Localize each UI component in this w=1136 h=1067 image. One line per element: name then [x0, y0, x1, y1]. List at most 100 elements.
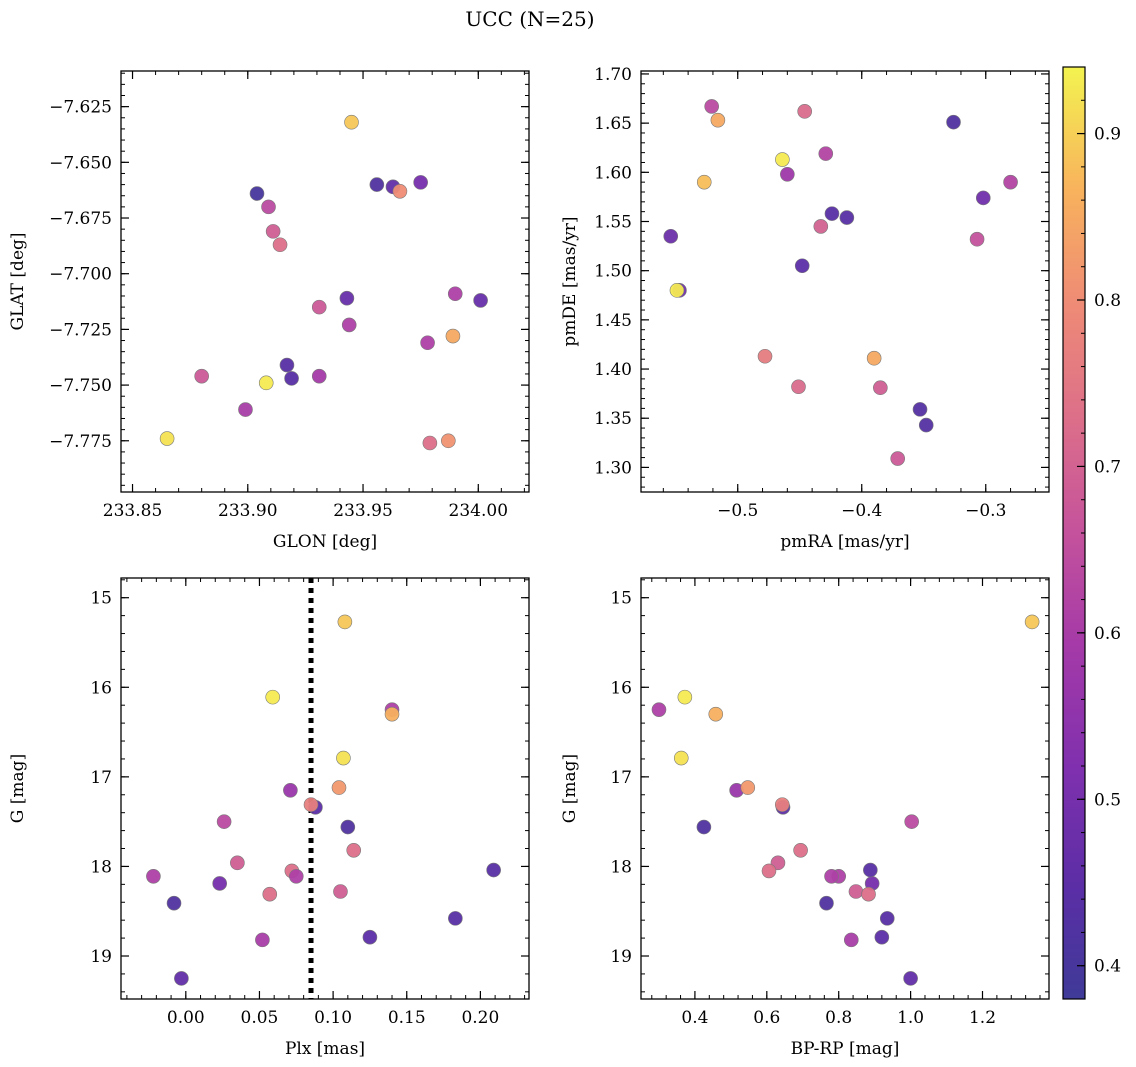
axes-frame — [120, 577, 530, 1000]
y-tick-label: 1.55 — [594, 212, 632, 232]
scatter-point — [824, 868, 839, 884]
scatter-point — [740, 780, 756, 795]
figure-title: UCC (N=25) — [465, 7, 594, 31]
scatter-point — [946, 114, 961, 130]
scatter-point — [283, 782, 298, 798]
x-tick-label: 0.8 — [825, 1008, 852, 1028]
y-tick-label: 19 — [90, 947, 112, 967]
scatter-point — [890, 451, 906, 466]
scatter-point — [912, 402, 928, 417]
scatter-point — [486, 862, 501, 878]
colorbar-tick-label: 0.5 — [1094, 790, 1121, 810]
x-axis-label: GLON [deg] — [273, 532, 377, 552]
scatter-point — [288, 868, 304, 884]
y-tick-label: 16 — [90, 678, 112, 698]
scatter-point — [839, 210, 855, 225]
scatter-point — [651, 702, 667, 717]
y-tick-label: 1.70 — [594, 65, 632, 85]
scatter-point — [340, 819, 356, 835]
scatter-point — [194, 368, 209, 384]
y-tick-label: 15 — [610, 589, 632, 609]
scatter-point — [258, 375, 274, 391]
scatter-point — [333, 884, 348, 899]
scatter-point — [341, 317, 357, 333]
panel-pmra-pmde: −0.5 −0.4 −0.3 1.30 1.35 1.40 1.45 1.50 1.55 1.60… — [560, 65, 1050, 552]
scatter-point — [879, 911, 895, 926]
scatter-point — [969, 231, 985, 247]
colorbar-tick-label: 0.7 — [1094, 457, 1121, 477]
x-tick-label: 233.95 — [333, 501, 392, 521]
scatter-point — [331, 780, 347, 795]
scatter-point — [1024, 614, 1040, 630]
y-tick-label: −7.750 — [49, 376, 112, 396]
scatter-point — [159, 431, 175, 446]
scatter-point — [311, 368, 327, 384]
y-tick-label: 19 — [610, 947, 632, 967]
panel-plx-g: 0.00 0.05 0.10 0.15 0.20 15 16 17 18 19 Plx [mas] G… — [8, 577, 530, 1059]
panel-glon-glat: 233.85 233.90 233.95 234.00 −7.625 −7.650 −7.6… — [8, 70, 530, 552]
scatter-point — [848, 884, 864, 899]
scatter-point — [265, 689, 281, 705]
y-tick-label: −7.650 — [49, 153, 112, 173]
scatter-point — [262, 886, 278, 902]
scatter-point — [362, 929, 378, 945]
scatter-point — [819, 895, 834, 911]
x-axis-label: pmRA [mas/yr] — [780, 532, 909, 552]
scatter-point — [757, 348, 773, 364]
y-tick-label: 16 — [610, 678, 632, 698]
colorbar-tick-label: 0.8 — [1094, 291, 1121, 311]
x-axis-label: Plx [mas] — [285, 1039, 365, 1059]
x-tick-label: 0.05 — [241, 1008, 279, 1028]
scatter-point — [904, 814, 919, 829]
scatter-point — [413, 175, 428, 190]
scatter-point — [261, 199, 276, 215]
scatter-point — [696, 174, 712, 190]
scatter-point — [166, 895, 182, 911]
scatter-point — [873, 380, 888, 396]
x-tick-label: 1.2 — [969, 1008, 996, 1028]
y-tick-label: −7.625 — [49, 98, 112, 118]
scatter-point — [420, 335, 435, 351]
scatter-point — [384, 706, 400, 722]
y-axis-label: G [mag] — [8, 754, 28, 823]
y-tick-label: 17 — [610, 768, 632, 788]
scatter-point — [212, 876, 227, 891]
scatter-point — [775, 152, 790, 167]
y-tick-label: −7.675 — [49, 209, 112, 229]
scatter-point — [791, 379, 806, 395]
colorbar: 0.4 0.5 0.6 0.7 0.8 0.9 — [1062, 66, 1121, 1000]
y-tick-label: 1.35 — [594, 409, 632, 429]
y-tick-label: 1.45 — [594, 311, 632, 331]
scatter-point — [174, 971, 189, 986]
x-tick-label: 233.85 — [103, 501, 162, 521]
scatter-point — [677, 689, 693, 705]
scatter-point — [774, 797, 790, 812]
scatter-point — [422, 435, 438, 451]
scatter-point — [696, 819, 712, 835]
y-tick-label: 18 — [90, 857, 112, 877]
scatter-point — [863, 862, 878, 878]
scatter-point — [238, 402, 253, 417]
x-axis-label: BP-RP [mag] — [791, 1039, 900, 1059]
scatter-point — [392, 183, 408, 199]
scatter-point — [255, 932, 270, 948]
scatter-point — [441, 433, 456, 449]
x-tick-label: 234.00 — [449, 501, 508, 521]
y-axis-label: GLAT [deg] — [8, 232, 28, 330]
y-tick-label: 18 — [610, 857, 632, 877]
y-tick-label: −7.725 — [49, 320, 112, 340]
y-tick-label: 1.60 — [594, 163, 632, 183]
scatter-point — [918, 417, 934, 433]
scatter-point — [473, 293, 488, 308]
scatter-point — [230, 855, 245, 871]
scatter-point — [793, 843, 808, 858]
x-tick-label: −0.3 — [965, 501, 1006, 521]
x-tick-label: −0.4 — [841, 501, 882, 521]
axes-frame — [120, 70, 530, 493]
scatter-point — [272, 237, 288, 253]
scatter-point — [146, 868, 161, 884]
scatter-point — [843, 932, 859, 948]
scatter-point — [663, 228, 679, 244]
scatter-point — [818, 146, 834, 161]
x-tick-label: 233.90 — [218, 501, 277, 521]
